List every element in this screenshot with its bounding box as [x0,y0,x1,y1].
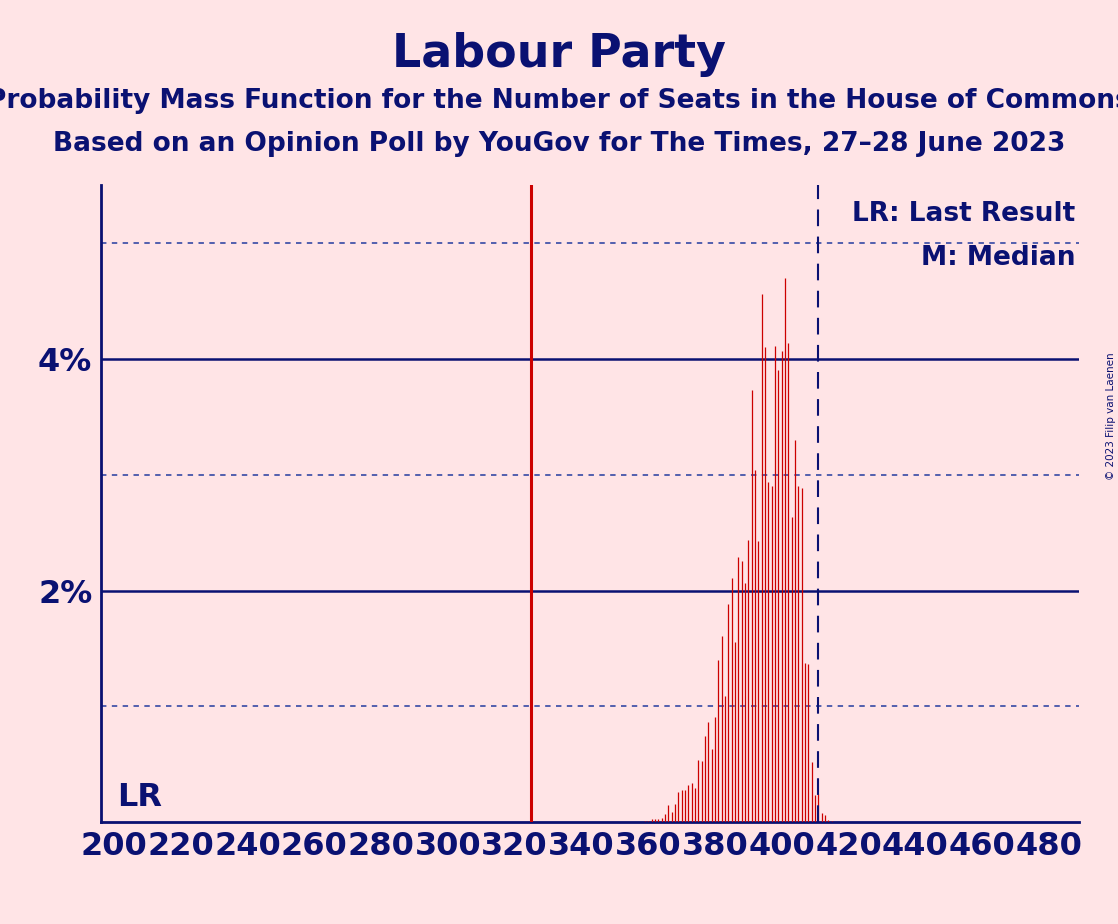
Text: © 2023 Filip van Laenen: © 2023 Filip van Laenen [1106,352,1116,480]
Text: LR: Last Result: LR: Last Result [852,201,1076,226]
Text: Probability Mass Function for the Number of Seats in the House of Commons: Probability Mass Function for the Number… [0,88,1118,114]
Text: LR: LR [117,782,162,813]
Text: Labour Party: Labour Party [392,32,726,78]
Text: M: Median: M: Median [921,246,1076,272]
Text: Based on an Opinion Poll by YouGov for The Times, 27–28 June 2023: Based on an Opinion Poll by YouGov for T… [53,131,1065,157]
